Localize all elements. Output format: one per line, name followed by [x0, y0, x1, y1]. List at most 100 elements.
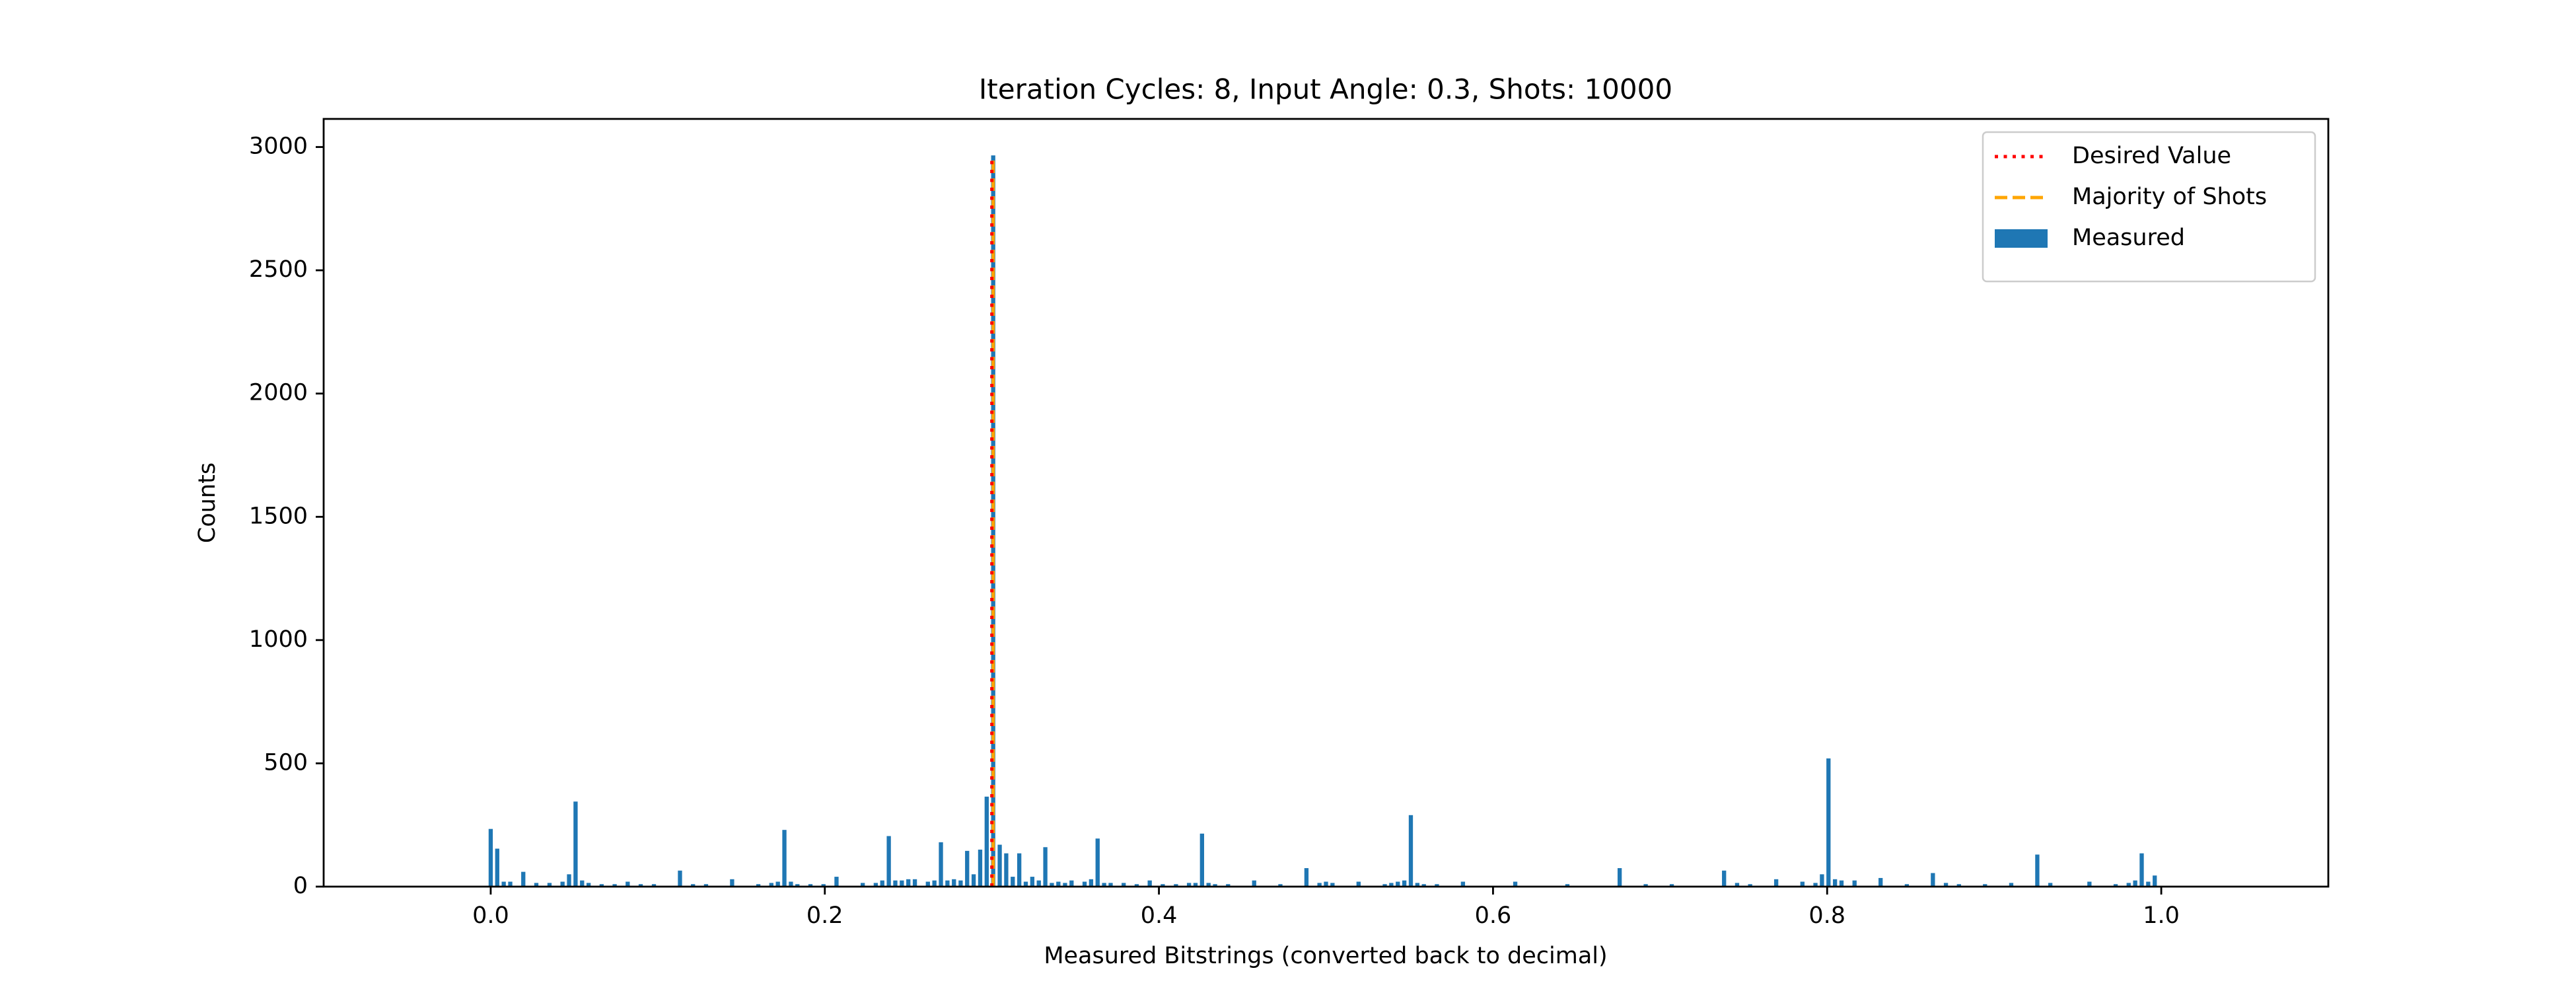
bar	[1102, 883, 1106, 887]
bar	[2048, 883, 2053, 887]
bar	[488, 828, 493, 887]
y-tick-label: 2000	[249, 380, 308, 406]
bar	[1082, 881, 1087, 887]
bar	[1161, 884, 1165, 887]
bar	[1931, 873, 1935, 887]
bar	[880, 880, 884, 887]
y-tick-label: 500	[264, 749, 308, 776]
bar	[984, 796, 989, 887]
y-tick-label: 1000	[249, 626, 308, 653]
bar	[1030, 877, 1035, 887]
bar	[560, 881, 565, 887]
bar	[2087, 881, 2092, 887]
x-tick-label: 0.6	[1475, 902, 1512, 929]
bar	[1435, 884, 1439, 887]
bar	[1943, 883, 1949, 887]
bar	[580, 880, 585, 887]
bar	[2113, 884, 2118, 887]
bar	[1089, 879, 1094, 887]
bar	[1460, 881, 1466, 887]
legend-label: Majority of Shots	[2072, 184, 2267, 210]
bar	[1199, 833, 1204, 887]
bar	[1036, 880, 1041, 887]
bar	[599, 884, 604, 887]
bar	[1565, 884, 1570, 887]
bar	[1382, 884, 1387, 887]
bar	[945, 880, 950, 887]
y-tick-label: 1500	[249, 503, 308, 529]
y-tick-label: 2500	[249, 256, 308, 283]
bar	[2139, 853, 2144, 887]
bar	[1356, 881, 1361, 887]
bar	[1017, 853, 1022, 887]
bar	[861, 883, 865, 887]
bar	[1069, 880, 1074, 887]
bar	[508, 881, 513, 887]
bar	[495, 848, 499, 887]
bar	[691, 884, 696, 887]
bar	[1206, 883, 1211, 887]
bar	[808, 884, 813, 887]
bar	[1095, 838, 1100, 887]
y-tick-label: 0	[293, 873, 308, 899]
bar	[997, 844, 1002, 887]
bar	[932, 880, 937, 887]
bar	[547, 883, 552, 887]
bar	[1011, 877, 1015, 887]
bar	[1402, 880, 1407, 887]
bar	[1408, 815, 1413, 887]
bar	[1304, 868, 1309, 887]
bar	[1722, 870, 1727, 887]
bar	[1643, 884, 1648, 887]
bar	[1832, 879, 1838, 887]
bar	[678, 870, 682, 887]
bar	[939, 842, 943, 887]
bar	[651, 884, 657, 887]
bar	[703, 884, 709, 887]
bar	[958, 880, 963, 887]
bar	[1421, 884, 1426, 887]
x-tick-label: 1.0	[2143, 902, 2180, 929]
legend-label: Measured	[2072, 225, 2185, 251]
bar	[567, 874, 571, 887]
x-axis-label: Measured Bitstrings (converted back to d…	[1044, 943, 1607, 969]
legend-label: Desired Value	[2072, 143, 2231, 169]
bar	[1839, 880, 1844, 887]
bar	[1147, 880, 1152, 887]
bar	[1317, 883, 1322, 887]
bar	[1513, 881, 1518, 887]
bar	[1324, 881, 1328, 887]
bar	[1813, 883, 1818, 887]
bar	[775, 881, 780, 887]
bar	[1134, 884, 1139, 887]
bar	[730, 879, 734, 887]
bar	[1174, 884, 1178, 887]
y-tick-label: 3000	[249, 133, 308, 160]
bar	[886, 836, 891, 887]
bar	[1396, 881, 1400, 887]
bar	[1050, 883, 1054, 887]
bar	[1983, 884, 1987, 887]
bar	[789, 881, 793, 887]
bar	[925, 881, 930, 887]
bar	[1735, 883, 1740, 887]
bar	[900, 880, 904, 887]
bar	[638, 884, 643, 887]
bar	[626, 881, 630, 887]
bar	[769, 883, 773, 887]
chart-title: Iteration Cycles: 8, Input Angle: 0.3, S…	[979, 73, 1672, 106]
bar	[1043, 847, 1048, 887]
bar	[1056, 881, 1061, 887]
x-tick-label: 0.2	[806, 902, 843, 929]
bar	[2133, 880, 2137, 887]
legend-swatch	[1995, 229, 2048, 248]
bar	[1669, 884, 1674, 887]
bar	[1330, 883, 1335, 887]
bar	[1852, 880, 1857, 887]
bar	[1278, 884, 1283, 887]
bar	[912, 879, 917, 887]
bar	[1063, 883, 1067, 887]
x-tick-label: 0.4	[1141, 902, 1178, 929]
bar	[1617, 868, 1622, 887]
